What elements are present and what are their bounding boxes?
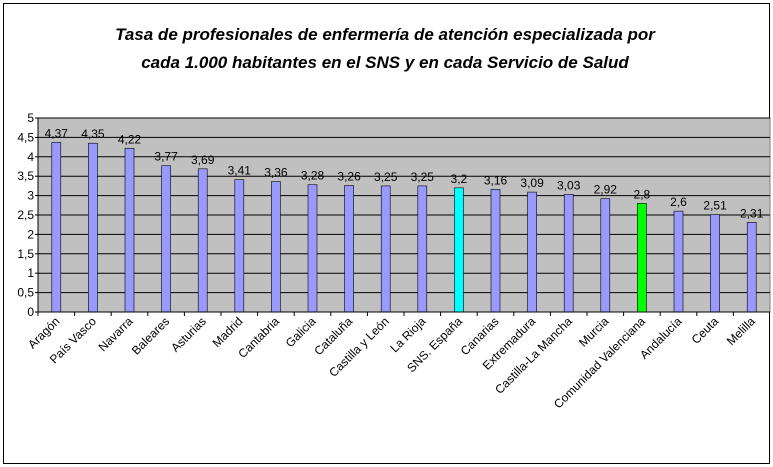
- bar: [380, 185, 391, 313]
- data-label: 4,35: [81, 127, 105, 141]
- y-tick-label: 3: [27, 189, 34, 203]
- bar: [600, 198, 611, 313]
- y-tick-label: 0,5: [17, 286, 34, 300]
- y-tick-label: 4,5: [17, 130, 34, 144]
- data-label: 3,25: [374, 170, 398, 184]
- data-label: 3,09: [520, 176, 544, 190]
- data-label: 4,37: [45, 126, 69, 140]
- bar: [710, 214, 720, 313]
- y-tick-label: 1: [27, 266, 34, 280]
- bar: [307, 184, 318, 313]
- bar: [271, 181, 281, 313]
- bar: [234, 179, 245, 313]
- bar: [88, 142, 98, 313]
- y-tick-label: 3,5: [17, 169, 34, 183]
- bar: [454, 187, 464, 313]
- bar: [563, 194, 574, 313]
- bar: [746, 222, 757, 313]
- bar: [417, 185, 428, 313]
- bar: [527, 191, 537, 313]
- bar: [344, 185, 354, 313]
- data-label: 3,2: [451, 172, 468, 186]
- data-label: 2,51: [703, 199, 727, 213]
- data-label: 4,22: [118, 132, 142, 146]
- data-label: 3,77: [154, 150, 178, 164]
- bar: [124, 147, 135, 313]
- data-label: 3,26: [337, 170, 361, 184]
- bar: [637, 203, 647, 313]
- bar: [490, 189, 501, 313]
- bar: [673, 210, 684, 313]
- data-label: 3,25: [411, 170, 435, 184]
- data-label: 3,69: [191, 153, 215, 167]
- data-label: 3,28: [301, 169, 325, 183]
- y-tick-label: 2: [27, 227, 34, 241]
- y-tick-label: 0: [27, 305, 34, 319]
- bar: [161, 165, 171, 313]
- chart-title: Tasa de profesionales de enfermería de a…: [115, 25, 656, 44]
- chart-title: cada 1.000 habitantes en el SNS y en cad…: [141, 53, 629, 72]
- bar: [51, 142, 62, 313]
- data-label: 2,31: [740, 206, 764, 220]
- y-tick-label: 2,5: [17, 208, 34, 222]
- bar: [197, 168, 208, 313]
- y-tick-label: 4: [27, 150, 34, 164]
- data-label: 3,41: [228, 164, 252, 178]
- data-label: 3,03: [557, 178, 581, 192]
- data-label: 3,16: [484, 173, 508, 187]
- data-label: 2,92: [594, 183, 618, 197]
- data-label: 2,8: [634, 187, 651, 201]
- data-label: 3,36: [264, 166, 288, 180]
- data-label: 2,6: [670, 195, 687, 209]
- y-tick-label: 1,5: [17, 247, 34, 261]
- y-tick-label: 5: [27, 111, 34, 125]
